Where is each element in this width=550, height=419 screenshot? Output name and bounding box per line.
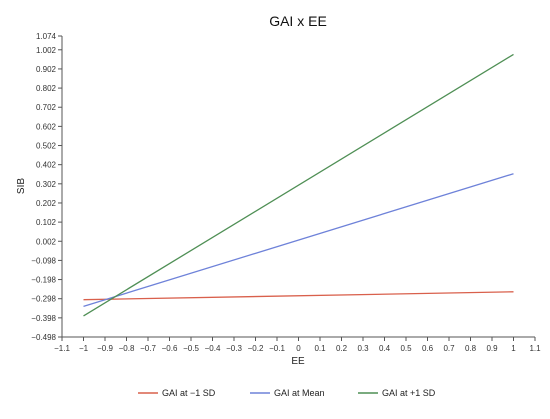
plot-area: −1.1 −1 −0.9 −0.8 −0.7 −0.6 −0.5 −0.4 −0.3 −0.2 −0… — [31, 32, 541, 353]
y-axis-title: SIB — [16, 178, 27, 194]
x-tick-label: 1 — [511, 344, 516, 353]
y-tick-label: 0.602 — [36, 122, 57, 131]
series-line-3 — [83, 53, 514, 317]
series-line-1 — [83, 291, 514, 301]
x-tick-label: −0.6 — [162, 344, 178, 353]
x-tick-label: −0.5 — [183, 344, 199, 353]
y-tick-label: −0.498 — [31, 333, 56, 342]
x-tick-label: 0.6 — [422, 344, 434, 353]
y-tick-label: 0.802 — [36, 84, 57, 93]
x-tick-label: 0.9 — [486, 344, 498, 353]
x-tick-label: 0.5 — [400, 344, 412, 353]
x-tick-label: −0.4 — [205, 344, 221, 353]
x-tick-label: −0.3 — [226, 344, 242, 353]
chart-title: GAI x EE — [269, 13, 327, 29]
y-tick-label: 0.402 — [36, 161, 57, 170]
x-tick-label: −1 — [79, 344, 89, 353]
legend-label-3: GAI at +1 SD — [382, 388, 436, 398]
y-tick-label: 0.702 — [36, 103, 57, 112]
x-tick-label: 0.1 — [314, 344, 326, 353]
x-axis-title: EE — [291, 356, 305, 367]
y-tick-label: 0.302 — [36, 180, 57, 189]
x-tick-label: 0.7 — [443, 344, 455, 353]
y-tick-label: 0.002 — [36, 237, 57, 246]
y-tick-label: −0.198 — [31, 276, 56, 285]
y-tick-label: −0.298 — [31, 295, 56, 304]
x-tick-label: −0.2 — [248, 344, 264, 353]
x-tick-label: 1.1 — [529, 344, 541, 353]
legend-label-2: GAI at Mean — [274, 388, 325, 398]
x-tick-label: 0.8 — [465, 344, 477, 353]
y-tick-label: −0.098 — [31, 256, 56, 265]
y-tick-label: 0.102 — [36, 218, 57, 227]
y-tick-label: 1.074 — [36, 32, 57, 41]
x-tick-label: 0.4 — [379, 344, 391, 353]
x-tick-label: −0.9 — [97, 344, 113, 353]
x-tick-label: −0.7 — [140, 344, 156, 353]
series-line-2 — [83, 173, 514, 308]
x-tick-label: −0.1 — [269, 344, 285, 353]
y-tick-label: 0.202 — [36, 199, 57, 208]
x-tick-label: −0.8 — [119, 344, 135, 353]
x-tick-label: 0 — [296, 344, 301, 353]
legend: GAI at −1 SD GAI at Mean GAI at +1 SD — [138, 388, 436, 398]
y-tick-label: −0.398 — [31, 314, 56, 323]
y-tick-label: 1.002 — [36, 46, 57, 55]
y-tick-label: 0.502 — [36, 142, 57, 151]
y-tick-label: 0.902 — [36, 65, 57, 74]
legend-label-1: GAI at −1 SD — [162, 388, 216, 398]
x-tick-label: −1.1 — [54, 344, 70, 353]
x-tick-label: 0.3 — [357, 344, 369, 353]
x-tick-label: 0.2 — [336, 344, 348, 353]
